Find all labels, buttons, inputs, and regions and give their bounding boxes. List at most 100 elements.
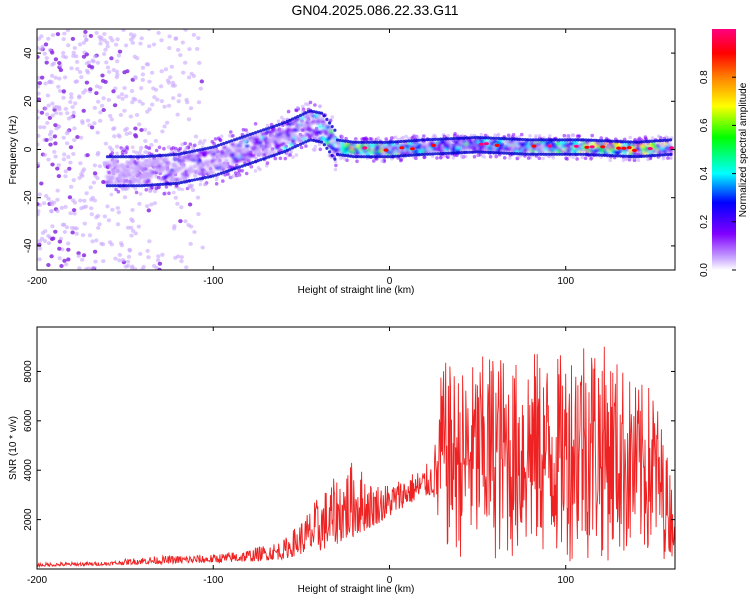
ridge-edge	[224, 141, 229, 145]
ridge-edge	[346, 139, 350, 143]
noise-speckle	[169, 64, 174, 69]
ridge-edge	[158, 153, 162, 158]
ridge-spread-point	[389, 136, 394, 140]
ridge-edge	[428, 152, 432, 156]
ridge-edge	[457, 136, 461, 140]
noise-speckle	[101, 96, 106, 101]
ridge-edge	[140, 184, 144, 188]
ridge-spread-point	[565, 157, 569, 161]
ridge-edge	[169, 182, 173, 186]
ridge-edge	[264, 156, 268, 160]
noise-speckle	[128, 32, 134, 37]
ridge-edge	[409, 153, 414, 157]
ridge-edge	[483, 150, 488, 154]
y-tick-label: -40	[23, 238, 34, 253]
ridge-edge	[497, 151, 501, 155]
noise-speckle	[145, 109, 150, 114]
ridge-spread-point	[327, 153, 332, 158]
noise-speckle	[163, 67, 169, 72]
ridge-edge	[417, 138, 421, 142]
ridge-cell	[306, 126, 312, 130]
ridge-peak	[483, 142, 489, 146]
noise-speckle	[129, 89, 135, 93]
noise-speckle	[100, 73, 105, 78]
noise-speckle	[146, 208, 151, 213]
noise-speckle	[84, 80, 90, 85]
ridge-spread-point	[281, 117, 286, 122]
ridge-edge	[156, 183, 160, 187]
noise-speckle	[116, 95, 121, 99]
ridge-peak	[399, 146, 405, 150]
noise-speckle	[81, 54, 87, 59]
noise-speckle	[96, 150, 101, 155]
ridge-cell	[446, 139, 451, 144]
noise-speckle	[133, 126, 138, 131]
noise-speckle	[196, 212, 201, 217]
ridge-edge	[518, 137, 522, 141]
noise-speckle	[118, 113, 124, 117]
ridge-spread-point	[575, 157, 579, 161]
ridge-edge	[589, 153, 593, 157]
noise-speckle	[37, 142, 40, 147]
ridge-edge	[338, 153, 342, 157]
noise-speckle	[39, 47, 44, 52]
ridge-edge	[246, 133, 250, 137]
ridge-edge	[105, 184, 110, 188]
noise-speckle	[66, 154, 71, 159]
noise-speckle	[77, 42, 83, 47]
noise-speckle	[120, 96, 125, 101]
ridge-edge	[468, 150, 472, 154]
ridge-edge	[597, 153, 601, 157]
ridge-edge	[647, 154, 652, 158]
ridge-spread-point	[237, 168, 242, 173]
noise-speckle	[45, 121, 50, 125]
ridge-edge	[394, 140, 398, 144]
ridge-edge	[425, 152, 429, 156]
noise-speckle	[58, 68, 64, 73]
ridge-edge	[309, 138, 313, 142]
ridge-edge	[584, 138, 588, 142]
ridge-edge	[394, 154, 398, 158]
ridge-cell	[233, 151, 239, 155]
ridge-edge	[380, 140, 384, 144]
noise-speckle	[73, 79, 78, 84]
ridge-edge	[486, 136, 490, 140]
noise-speckle	[170, 83, 175, 88]
ridge-edge	[121, 155, 125, 159]
ridge-edge	[669, 138, 673, 142]
ridge-spread-point	[131, 149, 136, 154]
ridge-edge	[478, 150, 482, 154]
ridge-spread-point	[167, 191, 171, 196]
noise-speckle	[116, 210, 122, 215]
ridge-edge	[169, 153, 173, 157]
noise-speckle	[77, 95, 82, 100]
ridge-edge	[224, 169, 229, 174]
ridge-edge	[629, 154, 633, 159]
ridge-cell	[316, 116, 321, 121]
ridge-spread-point	[265, 161, 270, 165]
ridge-edge	[386, 140, 390, 144]
noise-speckle	[156, 254, 161, 259]
noise-speckle	[105, 65, 111, 70]
ridge-edge	[328, 150, 332, 154]
ridge-edge	[304, 111, 308, 115]
ridge-edge	[624, 140, 628, 144]
ridge-edge	[142, 183, 147, 188]
y-tick-label: 20	[23, 95, 34, 107]
ridge-cell	[195, 154, 201, 158]
noise-speckle	[37, 133, 41, 138]
ridge-edge	[523, 152, 527, 156]
ridge-edge	[248, 161, 252, 165]
ridge-edge	[145, 183, 149, 187]
ridge-edge	[560, 138, 564, 142]
noise-speckle	[128, 225, 134, 230]
noise-speckle	[176, 99, 181, 104]
noise-speckle	[128, 114, 133, 119]
ridge-spread-point	[668, 156, 673, 160]
ridge-edge	[412, 139, 416, 143]
ridge-spread-point	[318, 147, 323, 152]
noise-speckle	[133, 267, 138, 270]
ridge-cell	[121, 178, 126, 183]
ridge-edge	[391, 140, 395, 144]
noise-speckle	[37, 91, 41, 96]
